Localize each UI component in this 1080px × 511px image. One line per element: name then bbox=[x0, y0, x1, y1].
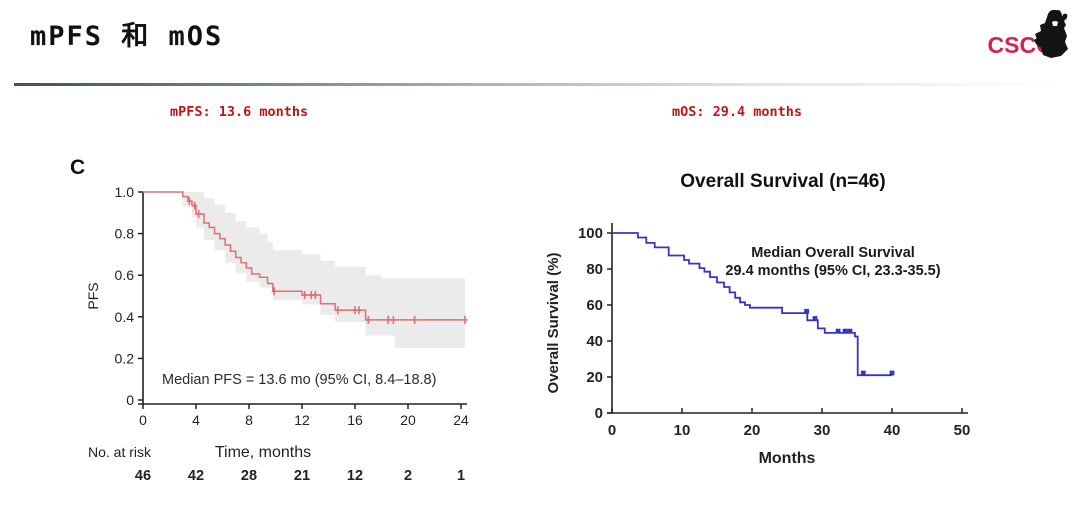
risk-table-value: 42 bbox=[188, 468, 204, 484]
y-tick-label: 100 bbox=[578, 225, 603, 242]
y-tick-label: 0 bbox=[126, 392, 134, 408]
y-tick-label: 60 bbox=[586, 297, 603, 314]
x-tick-label: 10 bbox=[674, 422, 691, 439]
x-axis-title: Months bbox=[759, 450, 816, 467]
mos-callout: mOS: 29.4 months bbox=[672, 104, 803, 120]
x-tick-label: 8 bbox=[245, 412, 253, 428]
y-tick-label: 0 bbox=[595, 405, 603, 422]
x-tick-label: 20 bbox=[400, 412, 416, 428]
y-tick-label: 80 bbox=[586, 261, 603, 278]
x-tick-label: 50 bbox=[954, 422, 971, 439]
x-tick-label: 4 bbox=[192, 412, 200, 428]
y-tick-label: 0.6 bbox=[115, 267, 135, 283]
censor-mark bbox=[860, 370, 866, 376]
km-curve bbox=[612, 232, 892, 377]
censor-mark bbox=[812, 316, 818, 321]
risk-table-value: 12 bbox=[347, 468, 363, 484]
panel-label: C bbox=[70, 156, 85, 179]
title-divider bbox=[14, 83, 1065, 86]
censor-mark bbox=[889, 370, 895, 376]
censor-mark bbox=[835, 328, 841, 334]
km-curve bbox=[143, 191, 465, 321]
mpfs-callout: mPFS: 13.6 months bbox=[170, 104, 309, 120]
y-axis-title: Overall Survival (%) bbox=[545, 253, 562, 394]
csco-logo-figure-icon bbox=[1034, 9, 1068, 58]
x-tick-label: 0 bbox=[608, 422, 616, 439]
median-annotation: Median PFS = 13.6 mo (95% CI, 8.4–18.8) bbox=[162, 372, 436, 388]
risk-table-value: 21 bbox=[294, 468, 310, 484]
x-tick-label: 30 bbox=[814, 422, 831, 439]
risk-table-value: 1 bbox=[457, 468, 465, 484]
page-title: mPFS 和 mOS bbox=[30, 21, 224, 52]
x-tick-label: 0 bbox=[139, 412, 147, 428]
x-tick-label: 40 bbox=[884, 422, 901, 439]
risk-table-label: No. at risk bbox=[88, 444, 152, 460]
risk-table-value: 2 bbox=[404, 468, 412, 484]
censor-mark bbox=[842, 328, 848, 334]
median-annotation: 29.4 months (95% CI, 23.3-35.5) bbox=[725, 263, 940, 279]
csco-logo: CSCO bbox=[988, 8, 1074, 64]
y-axis-title: PFS bbox=[85, 282, 101, 309]
y-tick-label: 0.2 bbox=[115, 350, 135, 366]
y-tick-label: 1.0 bbox=[115, 184, 135, 200]
x-tick-label: 20 bbox=[744, 422, 761, 439]
y-tick-label: 0.4 bbox=[115, 309, 135, 325]
risk-table-value: 46 bbox=[135, 468, 151, 484]
y-tick-label: 20 bbox=[586, 369, 603, 386]
censor-mark bbox=[847, 328, 853, 334]
censor-mark bbox=[804, 308, 809, 314]
x-tick-label: 24 bbox=[453, 412, 469, 428]
y-tick-label: 0.8 bbox=[115, 226, 135, 242]
x-tick-label: 16 bbox=[347, 412, 363, 428]
ci-band bbox=[182, 192, 465, 348]
x-tick-label: 12 bbox=[294, 412, 310, 428]
median-annotation: Median Overall Survival bbox=[751, 245, 915, 261]
risk-table-value: 28 bbox=[241, 468, 257, 484]
y-tick-label: 40 bbox=[586, 333, 603, 350]
x-axis-title: Time, months bbox=[215, 444, 311, 461]
chart-title: Overall Survival (n=46) bbox=[680, 171, 885, 192]
os-km-chart: 100 80 60 40 20 00 10 20 30 40 50 Overall Survival … bbox=[545, 171, 971, 467]
